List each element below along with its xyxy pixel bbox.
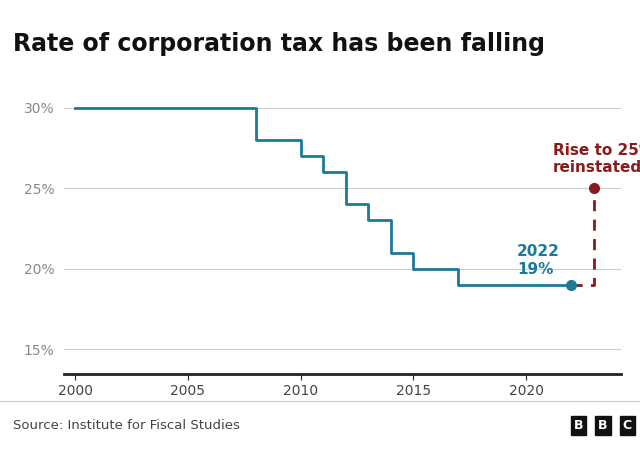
Text: B: B <box>598 419 607 432</box>
Text: 2022
19%: 2022 19% <box>517 244 560 277</box>
Text: C: C <box>623 419 632 432</box>
Text: Rate of corporation tax has been falling: Rate of corporation tax has been falling <box>13 32 545 55</box>
Text: Source: Institute for Fiscal Studies: Source: Institute for Fiscal Studies <box>13 419 239 432</box>
Text: B: B <box>574 419 583 432</box>
Text: Rise to 25%
reinstated: Rise to 25% reinstated <box>553 143 640 176</box>
